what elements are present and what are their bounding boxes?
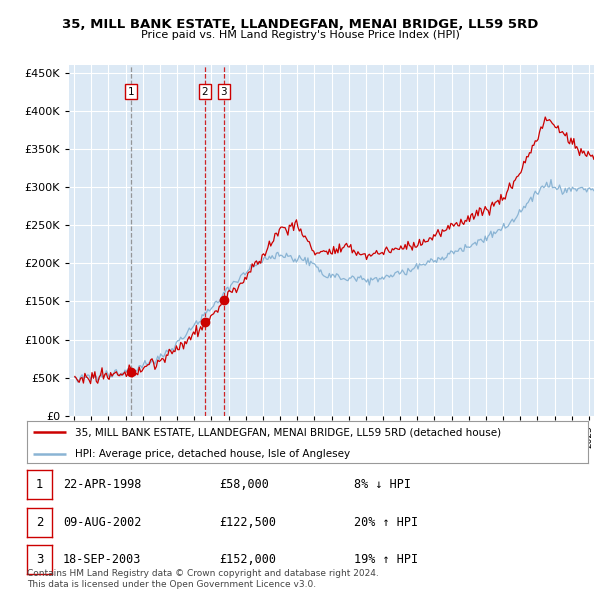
Text: Contains HM Land Registry data © Crown copyright and database right 2024.
This d: Contains HM Land Registry data © Crown c…: [27, 569, 379, 589]
Text: 18-SEP-2003: 18-SEP-2003: [63, 553, 142, 566]
Text: 19% ↑ HPI: 19% ↑ HPI: [354, 553, 418, 566]
Text: 3: 3: [36, 553, 43, 566]
Text: 1: 1: [128, 87, 134, 97]
Text: 2: 2: [202, 87, 208, 97]
Text: 3: 3: [220, 87, 227, 97]
Text: 09-AUG-2002: 09-AUG-2002: [63, 516, 142, 529]
Text: 1: 1: [36, 478, 43, 491]
Text: 20% ↑ HPI: 20% ↑ HPI: [354, 516, 418, 529]
Text: 35, MILL BANK ESTATE, LLANDEGFAN, MENAI BRIDGE, LL59 5RD: 35, MILL BANK ESTATE, LLANDEGFAN, MENAI …: [62, 18, 538, 31]
Text: 35, MILL BANK ESTATE, LLANDEGFAN, MENAI BRIDGE, LL59 5RD (detached house): 35, MILL BANK ESTATE, LLANDEGFAN, MENAI …: [74, 427, 501, 437]
Text: 2: 2: [36, 516, 43, 529]
Text: £58,000: £58,000: [219, 478, 269, 491]
Text: 8% ↓ HPI: 8% ↓ HPI: [354, 478, 411, 491]
Text: £152,000: £152,000: [219, 553, 276, 566]
Text: 22-APR-1998: 22-APR-1998: [63, 478, 142, 491]
Text: £122,500: £122,500: [219, 516, 276, 529]
Text: HPI: Average price, detached house, Isle of Anglesey: HPI: Average price, detached house, Isle…: [74, 449, 350, 459]
Text: Price paid vs. HM Land Registry's House Price Index (HPI): Price paid vs. HM Land Registry's House …: [140, 30, 460, 40]
